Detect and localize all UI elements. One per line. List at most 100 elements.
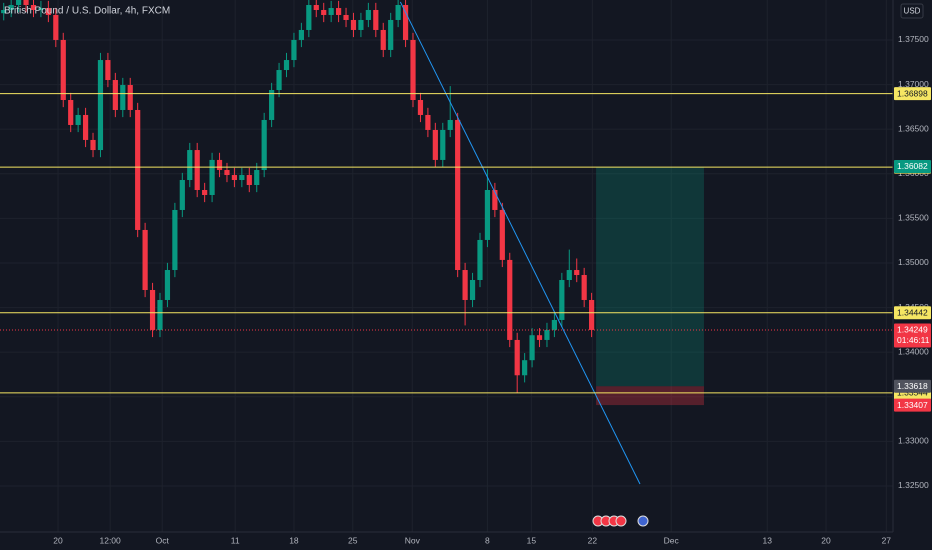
candle-body [589,299,595,330]
candle-body [425,114,431,130]
candle-body [484,190,491,240]
y-tick-label: 1.37500 [898,34,929,44]
candle-body [395,4,401,20]
candle-body [574,270,580,276]
candle-body [97,60,104,151]
candle-body [157,299,163,330]
y-tick-label: 1.33000 [898,436,929,446]
candle-body [455,119,461,271]
candle-body [365,9,371,20]
candle-body [164,270,171,300]
candle-body [142,229,148,290]
candle-body [328,8,334,15]
candle-body [16,0,22,5]
candle-body [8,4,14,10]
trendline [399,1,641,485]
candle-body [60,39,66,100]
candle-body [529,335,535,361]
candle-body [388,19,394,50]
candle-body [172,209,178,271]
candle-body [283,60,290,71]
last-price-tag: 1.34249 [897,325,928,335]
x-tick-label: 15 [527,535,537,545]
x-tick-label: 27 [882,535,892,545]
chart-title: British Pound / U.S. Dollar, 4h, FXCM [4,6,170,17]
candle-body [53,14,59,40]
candle-body [187,150,193,181]
candle-body [380,29,386,50]
position-tag: 1.33407 [897,400,928,410]
position-tag-bg [894,398,931,412]
x-tick-label: 8 [485,535,490,545]
candle-body [194,150,200,190]
candle-body [202,190,208,195]
position-tag-bg [894,159,931,173]
candle-body [551,319,558,330]
x-tick-label: 12:00 [99,535,121,545]
profit-zone [596,167,704,387]
candle-body [410,39,416,100]
candle-body [276,70,282,91]
candle-body [261,119,267,171]
y-tick-label: 1.35000 [898,257,929,267]
candle-body [269,90,275,120]
candle-body [343,14,349,20]
candle-body [581,275,587,300]
candle-body [224,170,230,176]
x-tick-label: 25 [348,535,358,545]
y-tick-label: 1.32500 [898,480,929,490]
candle-body [82,114,89,140]
y-tick-label: 1.34000 [898,346,929,356]
candle-body [522,360,528,376]
candle-body [321,9,327,15]
candle-body [462,270,468,300]
axes: 1.325001.330001.335001.340001.345001.350… [53,34,931,545]
candle-body [127,85,133,110]
candle-body [350,19,357,30]
candle-body [335,8,342,15]
candle-body [30,4,37,10]
candle-body [306,4,312,30]
candle-body [477,239,483,281]
candle-body [216,159,223,171]
candle-body [231,175,238,181]
candle-body [179,180,185,210]
candle-body [68,99,74,125]
candle-body [149,289,156,330]
candle-body [440,129,446,160]
x-tick-label: Nov [405,535,421,545]
candle-body [507,259,513,340]
candle-body [112,80,118,110]
candle-body [291,39,297,61]
candle-body [402,4,409,40]
y-tick-label: 1.37000 [898,79,929,89]
y-tick-label: 1.36500 [898,123,929,133]
position-tag: 1.33618 [897,381,928,391]
x-tick-label: 22 [588,535,598,545]
event-icons [592,515,649,527]
candle-body [254,170,260,186]
candle-body [209,159,215,195]
x-tick-label: 11 [231,535,240,545]
candle-body [432,129,438,160]
grid [0,0,893,532]
candle-body [514,339,520,376]
candle-body [38,8,44,10]
currency-box[interactable] [900,3,924,19]
candle-body [23,0,29,5]
x-tick-label: 20 [821,535,831,545]
x-tick-label: 20 [53,535,63,545]
level-tag-bg [894,306,931,320]
candle-body [90,139,96,151]
candle-body [358,19,364,30]
candle-body [45,8,51,15]
candle-body [559,280,565,320]
x-tick-label: 18 [289,535,299,545]
level-tag: 1.36898 [897,88,928,98]
candle-body [120,85,126,110]
position-tag: 1.36082 [897,161,928,171]
plot-area [0,0,893,485]
candle-body [469,280,476,300]
candle-body [313,4,319,10]
